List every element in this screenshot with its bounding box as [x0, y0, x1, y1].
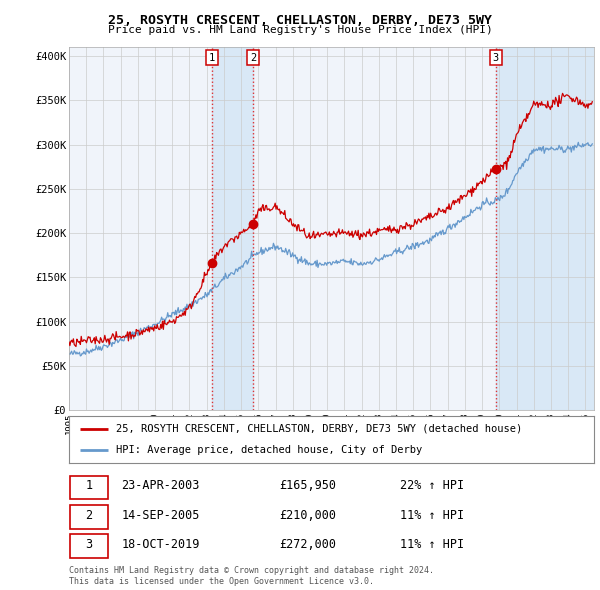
Bar: [212, 47, 253, 410]
Bar: [496, 47, 594, 410]
Text: 1: 1: [209, 53, 215, 63]
Text: 14-SEP-2005: 14-SEP-2005: [121, 509, 200, 522]
Text: 22% ↑ HPI: 22% ↑ HPI: [400, 479, 464, 492]
Text: 25, ROSYTH CRESCENT, CHELLASTON, DERBY, DE73 5WY: 25, ROSYTH CRESCENT, CHELLASTON, DERBY, …: [108, 14, 492, 27]
Text: 18-OCT-2019: 18-OCT-2019: [121, 538, 200, 551]
Text: Price paid vs. HM Land Registry's House Price Index (HPI): Price paid vs. HM Land Registry's House …: [107, 25, 493, 35]
Text: Contains HM Land Registry data © Crown copyright and database right 2024.
This d: Contains HM Land Registry data © Crown c…: [69, 566, 434, 586]
Text: 11% ↑ HPI: 11% ↑ HPI: [400, 538, 464, 551]
FancyBboxPatch shape: [70, 476, 108, 500]
Text: 25, ROSYTH CRESCENT, CHELLASTON, DERBY, DE73 5WY (detached house): 25, ROSYTH CRESCENT, CHELLASTON, DERBY, …: [116, 424, 523, 434]
FancyBboxPatch shape: [70, 535, 108, 558]
Text: 2: 2: [85, 509, 92, 522]
FancyBboxPatch shape: [70, 505, 108, 529]
Text: 3: 3: [493, 53, 499, 63]
Text: £210,000: £210,000: [279, 509, 336, 522]
Text: 3: 3: [85, 538, 92, 551]
Text: HPI: Average price, detached house, City of Derby: HPI: Average price, detached house, City…: [116, 445, 422, 455]
Text: £165,950: £165,950: [279, 479, 336, 492]
Text: £272,000: £272,000: [279, 538, 336, 551]
Text: 2: 2: [250, 53, 256, 63]
Text: 23-APR-2003: 23-APR-2003: [121, 479, 200, 492]
Text: 11% ↑ HPI: 11% ↑ HPI: [400, 509, 464, 522]
Text: 1: 1: [85, 479, 92, 492]
